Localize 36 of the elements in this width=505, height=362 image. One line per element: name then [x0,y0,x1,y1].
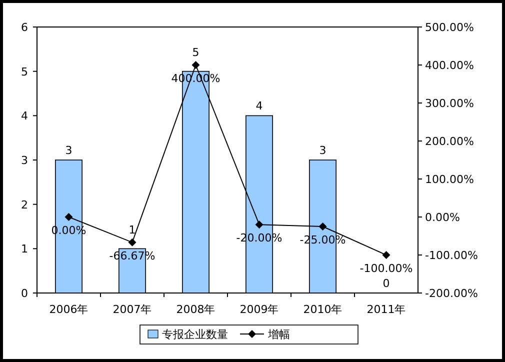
data-label: 0 [382,277,390,290]
point [64,213,73,221]
y2-tick-label: -200.00% [425,287,478,300]
y2-tick-label: 0.00% [425,211,460,224]
y-tick-label: 3 [21,154,28,167]
point [255,220,264,229]
point [318,222,327,230]
point [128,238,136,246]
data-label: 4 [256,100,263,113]
x-tick-label: 2007年 [112,303,152,316]
legend-label: 专报企业数量 [162,328,228,341]
point [192,61,200,69]
y-tick-label: 0 [21,287,28,300]
y2-tick-label: 100.00% [425,173,474,186]
data-label: 5 [192,46,200,59]
data-label: 1 [128,223,136,236]
y-tick-label: 4 [21,110,28,123]
y2-tick-label: 300.00% [425,97,474,110]
data-label: 3 [65,144,72,157]
y2-tick-label: 400.00% [425,59,474,72]
y-tick-label: 6 [21,21,28,34]
x-tick-label: 2010年 [303,303,342,316]
y2-tick-label: 200.00% [425,135,474,148]
x-tick-label: 2008年 [176,303,216,316]
point [382,251,390,259]
x-tick-label: 2009年 [240,303,279,316]
x-tick-label: 2011年 [366,303,406,316]
y2-tick-label: -100.00% [425,249,478,262]
data-label: 3 [319,144,326,157]
y-tick-label: 5 [21,65,28,78]
y-tick-label: 1 [21,242,28,256]
legend-label: 增幅 [267,328,290,341]
y2-tick-label: 500.00% [425,21,474,34]
y-tick-label: 2 [21,198,28,212]
x-tick-label: 2006年 [49,303,88,316]
data-label: -100.00% [360,262,413,275]
